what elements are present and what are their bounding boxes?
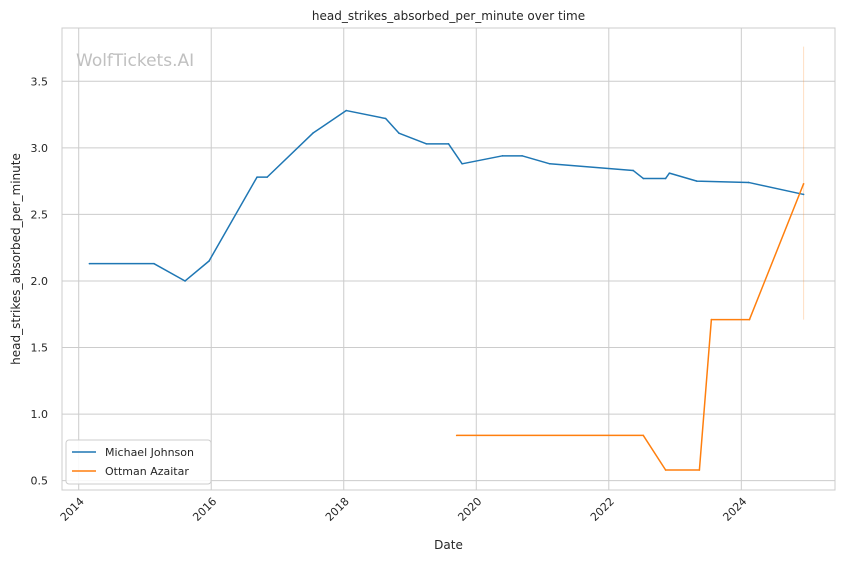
data-point-michael-johnson bbox=[642, 177, 645, 180]
data-point-michael-johnson bbox=[398, 132, 400, 134]
x-tick-label: 2024 bbox=[720, 495, 749, 524]
legend-label-michael-johnson: Michael Johnson bbox=[105, 446, 194, 459]
y-axis-ticks: 0.5 1.0 1.5 2.0 2.5 3.0 3.5 bbox=[31, 75, 49, 487]
data-point-ottman-azaitar bbox=[802, 182, 805, 185]
data-point-michael-johnson bbox=[345, 109, 348, 112]
legend-label-ottman-azaitar: Ottman Azaitar bbox=[105, 465, 189, 478]
data-point-michael-johnson bbox=[501, 155, 504, 157]
series-layer bbox=[88, 46, 805, 471]
data-point-ottman-azaitar bbox=[455, 434, 458, 437]
y-tick-label: 1.5 bbox=[31, 342, 49, 355]
data-point-michael-johnson bbox=[664, 177, 667, 180]
data-point-michael-johnson bbox=[425, 143, 428, 145]
data-point-michael-johnson bbox=[447, 143, 450, 145]
data-point-michael-johnson bbox=[384, 117, 387, 120]
data-point-michael-johnson bbox=[632, 169, 634, 172]
y-tick-label: 2.5 bbox=[31, 208, 49, 221]
x-tick-label: 2016 bbox=[190, 495, 219, 524]
data-point-ottman-azaitar bbox=[664, 469, 667, 471]
y-tick-label: 1.0 bbox=[31, 408, 49, 421]
data-point-ottman-azaitar bbox=[642, 434, 645, 437]
data-point-michael-johnson bbox=[548, 163, 551, 165]
data-point-michael-johnson bbox=[153, 262, 155, 265]
x-tick-label: 2022 bbox=[588, 495, 617, 524]
data-point-michael-johnson bbox=[521, 155, 523, 157]
data-point-michael-johnson bbox=[802, 193, 805, 196]
y-tick-label: 0.5 bbox=[31, 475, 49, 488]
data-point-ottman-azaitar bbox=[698, 469, 701, 471]
data-point-michael-johnson bbox=[266, 176, 268, 178]
data-point-michael-johnson bbox=[668, 172, 671, 174]
data-point-michael-johnson bbox=[88, 262, 91, 265]
data-point-michael-johnson bbox=[208, 260, 210, 262]
x-tick-label: 2014 bbox=[58, 495, 87, 524]
y-tick-label: 3.0 bbox=[31, 142, 49, 155]
plot-area bbox=[61, 27, 836, 491]
x-tick-label: 2020 bbox=[455, 495, 484, 524]
grid bbox=[62, 28, 835, 490]
x-tick-label: 2018 bbox=[323, 495, 352, 524]
data-point-michael-johnson bbox=[696, 180, 698, 182]
watermark: WolfTickets.AI bbox=[76, 51, 194, 71]
data-point-michael-johnson bbox=[747, 181, 750, 184]
data-point-ottman-azaitar bbox=[710, 318, 713, 321]
data-point-michael-johnson bbox=[256, 176, 258, 178]
legend: Michael Johnson Ottman Azaitar bbox=[65, 439, 212, 485]
series-line-michael-johnson bbox=[89, 109, 804, 282]
x-axis-ticks: 2014 2016 2018 2020 2022 2024 bbox=[58, 495, 750, 524]
legend-box bbox=[65, 439, 212, 485]
chart-title: head_strikes_absorbed_per_minute over ti… bbox=[312, 9, 585, 23]
data-point-michael-johnson bbox=[184, 280, 186, 282]
y-tick-label: 2.0 bbox=[31, 275, 49, 288]
series-line-ottman-azaitar bbox=[456, 183, 805, 471]
y-tick-label: 3.5 bbox=[31, 75, 49, 88]
data-point-ottman-azaitar bbox=[748, 318, 751, 321]
data-point-michael-johnson bbox=[312, 132, 314, 134]
y-axis-title: head_strikes_absorbed_per_minute bbox=[9, 153, 23, 365]
data-point-michael-johnson bbox=[461, 163, 463, 165]
x-axis-title: Date bbox=[434, 538, 463, 552]
